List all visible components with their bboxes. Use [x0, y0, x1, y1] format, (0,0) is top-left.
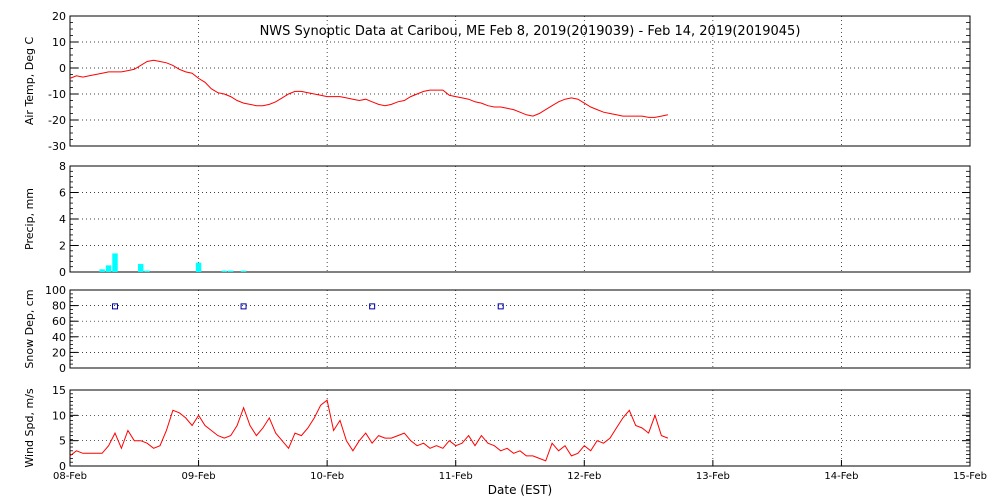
snow-depth-ytick-label: 20	[52, 346, 66, 359]
wind-speed-ytick-label: 10	[52, 409, 66, 422]
air-temp-ytick-label: -30	[48, 140, 66, 153]
precip-bar	[112, 253, 118, 272]
precip-bar	[138, 264, 144, 272]
snow-depth-ylabel: Snow Dep, cm	[23, 289, 36, 368]
x-tick-label: 11-Feb	[439, 471, 473, 482]
air-temp-ytick-label: -20	[48, 114, 66, 127]
snow-depth-panel: 100 80 60 40 20 0 Snow Dep, cm	[23, 284, 971, 375]
x-tick-label: 14-Feb	[824, 471, 858, 482]
precip-bar	[144, 270, 150, 272]
x-tick-label: 15-Feb	[953, 471, 987, 482]
air-temp-ytick-label: -10	[48, 88, 66, 101]
chart-title: NWS Synoptic Data at Caribou, ME Feb 8, …	[260, 24, 801, 39]
snow-depth-point	[240, 303, 247, 310]
snow-depth-ytick-label: 100	[45, 284, 66, 297]
snow-depth-ytick-label: 0	[59, 362, 66, 375]
snow-depth-point	[369, 303, 376, 310]
snow-depth-ytick-label: 40	[52, 331, 66, 344]
snow-depth-point	[112, 303, 118, 310]
wind-speed-ytick-label: 15	[52, 384, 66, 397]
precip-bar	[240, 270, 247, 272]
precip-ytick-label: 0	[59, 266, 66, 279]
snow-depth-ytick-label: 60	[52, 315, 66, 328]
precip-ytick-label: 8	[59, 160, 66, 173]
precip-panel: 8 6 4 2 0 Precip, mm	[23, 160, 971, 279]
precip-ytick-label: 4	[59, 213, 66, 226]
wind-speed-panel: 15 10 5 0 Wind Spd, m/s	[23, 384, 971, 473]
precip-bar	[228, 270, 234, 272]
wind-speed-ytick-label: 0	[59, 460, 66, 473]
x-axis-label: Date (EST)	[488, 483, 552, 497]
snow-depth-frame	[69, 289, 971, 369]
precip-ylabel: Precip, mm	[23, 188, 36, 250]
air-temp-ytick-label: 0	[59, 62, 66, 75]
x-tick-label: 09-Feb	[182, 471, 216, 482]
x-tick-label: 12-Feb	[567, 471, 601, 482]
precip-bar	[105, 265, 112, 272]
x-tick-label: 10-Feb	[310, 471, 344, 482]
precip-bar	[99, 269, 105, 272]
x-tick-label: 08-Feb	[53, 471, 87, 482]
precip-ytick-label: 6	[59, 187, 66, 200]
precip-bar	[221, 270, 227, 272]
wind-speed-ytick-label: 5	[59, 435, 66, 448]
air-temp-series-line	[69, 59, 668, 118]
precip-bar	[195, 262, 202, 272]
air-temp-ylabel: Air Temp, Deg C	[23, 37, 36, 126]
x-tick-label: 13-Feb	[696, 471, 730, 482]
wind-speed-frame	[69, 389, 971, 467]
air-temp-ytick-label: 20	[52, 10, 66, 23]
wind-speed-series-line	[69, 399, 669, 462]
wind-speed-ylabel: Wind Spd, m/s	[23, 388, 36, 468]
air-temp-ytick-label: 10	[52, 36, 66, 49]
snow-depth-ytick-label: 80	[52, 300, 66, 313]
precip-ytick-label: 2	[59, 240, 66, 253]
snow-depth-point	[497, 303, 504, 310]
air-temp-panel: 20 10 0 -10 -20 -30 Air Temp, Deg C	[23, 10, 971, 153]
